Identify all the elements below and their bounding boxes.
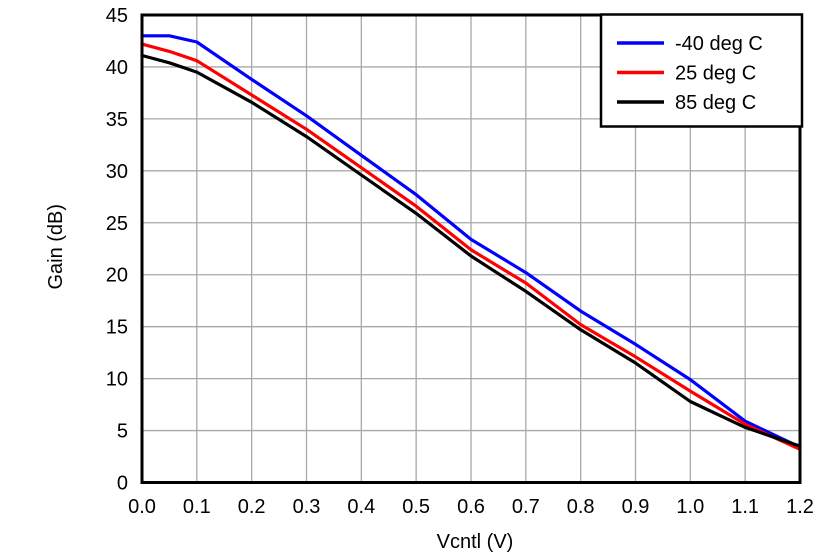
y-tick-label: 15	[106, 317, 128, 339]
x-tick-label: 0.5	[402, 496, 430, 518]
x-tick-label: 0.1	[183, 496, 211, 518]
y-tick-label: 10	[106, 369, 128, 391]
legend-box	[599, 13, 804, 128]
legend-layer: -40 deg C 25 deg C 85 deg C	[599, 13, 804, 128]
y-tick-label: 30	[106, 161, 128, 183]
frame-layer	[140, 13, 802, 484]
x-tick-label: 0.8	[567, 496, 595, 518]
series-line-85-deg-c	[140, 53, 802, 448]
y-tick-label: 5	[117, 421, 128, 443]
x-tick-label: 0.2	[238, 496, 266, 518]
x-tick-label: 0.0	[128, 496, 156, 518]
y-tick-label: 45	[106, 5, 128, 27]
x-axis-title: Vcntl (V)	[437, 531, 514, 553]
x-tick-label: 0.4	[347, 496, 375, 518]
plot-frame	[140, 13, 802, 484]
series-line--40-deg-c	[140, 34, 802, 449]
x-tick-label: 0.9	[622, 496, 650, 518]
y-tick-label: 0	[117, 473, 128, 495]
legend-label: 85 deg C	[675, 92, 756, 114]
series-layer	[140, 34, 802, 451]
y-tick-label: 25	[106, 213, 128, 235]
y-axis-title: Gain (dB)	[45, 204, 67, 290]
series-line-25-deg-c	[140, 42, 802, 451]
x-tick-label: 0.6	[457, 496, 485, 518]
x-tick-label: 0.7	[512, 496, 540, 518]
y-tick-label: 35	[106, 109, 128, 131]
x-tick-label: 0.3	[293, 496, 321, 518]
y-tick-label: 20	[106, 265, 128, 287]
x-tick-label: 1.1	[731, 496, 759, 518]
legend-label: 25 deg C	[675, 63, 756, 85]
x-tick-label: 1.0	[676, 496, 704, 518]
legend-label: -40 deg C	[675, 33, 763, 55]
x-tick-label: 1.2	[786, 496, 814, 518]
y-tick-label: 40	[106, 57, 128, 79]
label-layer: 0.0 0.1 0.2 0.3 0.4 0.5 0.6 0.7 0.8 0.9 1.0 1.1 1.2 0…	[45, 5, 814, 553]
